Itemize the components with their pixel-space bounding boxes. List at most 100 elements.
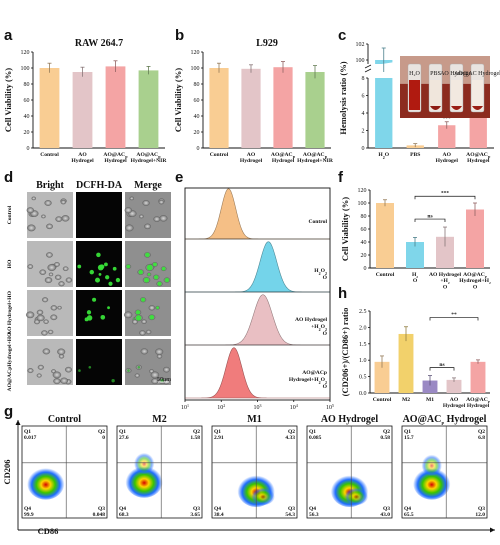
- category-label: Control: [376, 272, 395, 278]
- quadrant-value: 4.33: [285, 435, 295, 441]
- quadrant-name: Q1: [214, 429, 221, 435]
- cell: [47, 329, 54, 335]
- bar: [422, 380, 438, 393]
- significance-label: ***: [441, 191, 450, 197]
- quadrant-name: Q3: [288, 506, 295, 512]
- y-tick-label: 6: [362, 94, 365, 100]
- fluorescent-cell: [100, 314, 106, 320]
- category-label-line: Control: [210, 152, 229, 158]
- quadrant-value: 6.8: [478, 435, 485, 441]
- fluorescent-cell: [161, 266, 166, 271]
- quadrant-value: 68.3: [119, 512, 129, 518]
- quadrant-value: 2.91: [214, 435, 224, 441]
- category-label: PBS: [410, 152, 420, 158]
- y-tick-label: 80: [24, 82, 30, 88]
- micrograph-tile: [125, 339, 171, 385]
- quadrant-name: Q3: [193, 506, 200, 512]
- x-tick-label: 102: [217, 403, 225, 412]
- axis-break-mark: [364, 64, 372, 73]
- fluorescent-cell: [135, 310, 141, 315]
- quadrant-name: Q2: [478, 429, 485, 435]
- cell: [124, 207, 132, 214]
- cell: [48, 272, 54, 277]
- cell: [27, 224, 36, 232]
- label-tail: O: [321, 377, 326, 383]
- cell: [159, 215, 168, 222]
- category-label-line: PBS: [410, 152, 420, 158]
- quadrant-value: 0.58: [380, 435, 390, 441]
- bar: [374, 361, 390, 393]
- cell: [144, 223, 151, 230]
- micrograph-tile: [76, 339, 122, 385]
- subscript: P: [158, 155, 161, 160]
- histogram-curve: [185, 347, 330, 399]
- subscript: P: [293, 155, 296, 160]
- category-label: AO@ACP Hydrogel+NIR: [297, 152, 334, 164]
- fluorescent-cell: [88, 365, 92, 369]
- cell: [50, 305, 58, 311]
- y-axis-label: Hemolysis ratio (%): [338, 61, 348, 134]
- fluorescent-cell: [115, 277, 121, 283]
- cell: [50, 314, 58, 321]
- scatter-title: AO Hydrogel: [321, 414, 379, 425]
- cell: [26, 207, 34, 214]
- fluorescent-cell: [98, 273, 102, 276]
- column-header: Bright: [36, 180, 64, 191]
- quadrant-name: Q1: [119, 429, 126, 435]
- cell: [134, 373, 140, 378]
- quadrant-value: 56.3: [309, 512, 319, 518]
- curve-label-line: O: [323, 384, 328, 390]
- curve-label-line: O: [323, 275, 328, 281]
- subscript: P: [488, 155, 491, 160]
- density-cloud-right: [344, 486, 369, 506]
- x-tick-label: 101: [181, 403, 189, 412]
- column-header: DCFH-DA: [76, 180, 123, 191]
- inset-tube-label: AO@AC Hydrogel: [454, 71, 500, 77]
- cell: [26, 311, 35, 319]
- fluorescent-cell: [92, 297, 97, 302]
- cell: [153, 216, 161, 222]
- cell: [46, 223, 53, 230]
- y-tick-label: 60: [361, 227, 367, 233]
- category-label-line: AO: [450, 397, 459, 403]
- significance-label: ***: [443, 116, 452, 122]
- cell: [31, 196, 36, 201]
- chart-a: 0 20 40 60 80 100 120 RAW 264.7 Cell Viability (…: [3, 38, 167, 164]
- y-tick-label: 0.0: [359, 391, 367, 397]
- category-label-line: Control: [373, 397, 392, 403]
- bar: [105, 66, 126, 148]
- curve-label-line: H2O2: [314, 268, 327, 276]
- bar: [138, 70, 159, 148]
- category-label-line: AO@ACP: [271, 152, 296, 160]
- panel-a-label: a: [4, 27, 13, 44]
- fluorescent-cell: [157, 281, 162, 286]
- fluorescent-cell: [78, 369, 81, 372]
- panel-e-label: e: [175, 169, 183, 186]
- category-label: AO@ACP Hydrogel: [271, 152, 296, 164]
- cell: [163, 366, 170, 373]
- curve-label: AO Hydrogel +H2O2 O: [295, 317, 328, 337]
- microscopy-grid: Bright DCFH-DA Merge Control HO AO Hydrogel+H…: [7, 180, 171, 391]
- cell: [62, 266, 69, 271]
- tube-liquid: [451, 80, 462, 110]
- panel-d-label: d: [4, 169, 13, 186]
- row-label: HO: [7, 259, 13, 268]
- category-label-line: AO: [443, 152, 452, 158]
- cell: [52, 371, 62, 379]
- scatter-title: M2: [152, 414, 166, 425]
- category-label-line: AO@ACP: [103, 152, 128, 160]
- y-tick-label: 60: [24, 98, 30, 104]
- category-label-line: Control: [376, 272, 395, 278]
- cell: [41, 330, 48, 336]
- category-label: AO Hydrogel: [443, 397, 466, 409]
- cell: [36, 373, 42, 378]
- y-tick-label: 100: [191, 66, 200, 72]
- y-tick-label: 100: [356, 58, 365, 64]
- y-axis-label: Cell Viability (%): [3, 68, 13, 132]
- y-axis-arrowhead: [15, 420, 21, 425]
- fluorescent-cell: [126, 264, 131, 269]
- density-cloud-upper: [421, 453, 442, 476]
- fluorescent-cell: [108, 281, 113, 286]
- cell: [36, 314, 45, 322]
